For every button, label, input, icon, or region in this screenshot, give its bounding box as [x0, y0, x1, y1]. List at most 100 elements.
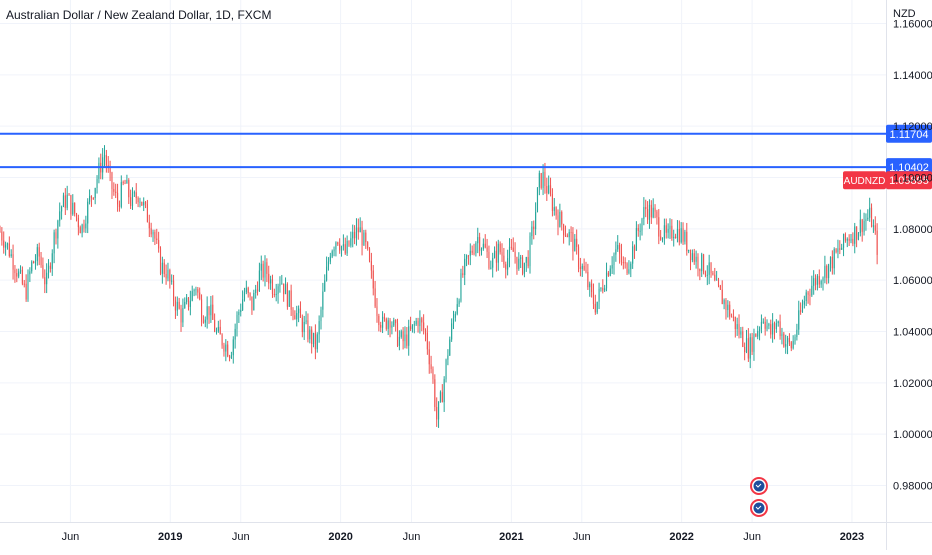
candle-body	[482, 243, 484, 249]
candle-body	[16, 273, 18, 277]
candle-body	[337, 242, 339, 245]
candle-body	[228, 356, 231, 358]
candle-body	[581, 265, 583, 269]
candle-body	[92, 197, 94, 199]
candle-body	[266, 262, 268, 274]
currency-label: NZD	[893, 8, 916, 20]
candle-body	[563, 224, 565, 236]
candle-body	[609, 268, 611, 276]
candle-body	[410, 326, 412, 330]
candle-body	[523, 262, 525, 274]
current-price-label: 1.09895	[889, 175, 929, 187]
candle-body	[126, 180, 128, 184]
candle-body	[495, 250, 497, 263]
candle-body	[493, 250, 496, 258]
candle-body	[370, 261, 372, 271]
candle-body	[382, 316, 384, 328]
candle-body	[490, 267, 492, 269]
candle-body	[344, 244, 346, 254]
candle-body	[396, 323, 399, 346]
candle-body	[404, 334, 406, 342]
candle-body	[600, 287, 602, 289]
candle-body	[173, 280, 175, 301]
candle-body	[803, 301, 805, 305]
candle-body	[288, 290, 290, 307]
candle-body	[801, 304, 804, 312]
chart-title: Australian Dollar / New Zealand Dollar, …	[6, 8, 272, 22]
candle-body	[320, 309, 322, 322]
candle-body	[865, 219, 867, 221]
candle-body	[680, 228, 682, 243]
candle-body	[118, 204, 120, 207]
y-axis-tick-label: 1.08000	[893, 224, 932, 236]
candle-body	[630, 263, 632, 270]
candle-body	[635, 227, 637, 251]
y-axis-tick-label: 0.98000	[893, 481, 932, 493]
candle-body	[760, 321, 762, 330]
candle-body	[772, 323, 774, 335]
candle-body	[98, 162, 100, 179]
candle-body	[214, 319, 216, 332]
symbol-name: Australian Dollar / New Zealand Dollar	[6, 8, 209, 22]
candle-body	[861, 219, 863, 232]
candle-body	[174, 300, 176, 311]
candle-body	[8, 243, 10, 257]
candle-body	[159, 248, 162, 274]
candle-body	[777, 321, 779, 324]
candle-body	[531, 226, 533, 237]
candle-body	[852, 238, 854, 244]
candle-body	[38, 247, 40, 257]
candle-body	[835, 249, 837, 253]
candle-body	[604, 288, 606, 291]
current-symbol-label: AUDNZD	[844, 176, 886, 187]
candle-body	[542, 171, 544, 188]
candle-body	[633, 246, 636, 251]
candle-body	[426, 332, 428, 350]
candle-body	[270, 279, 272, 284]
candle-body	[648, 204, 651, 220]
candle-body	[762, 321, 764, 323]
candle-body	[813, 278, 815, 286]
candle-body	[195, 289, 197, 291]
candle-body	[372, 270, 374, 289]
candle-body	[535, 212, 537, 230]
candle-body	[128, 180, 130, 198]
candle-body	[301, 317, 303, 333]
candle-body	[389, 320, 391, 328]
candle-body	[508, 246, 511, 259]
candle-body	[61, 206, 63, 212]
candle-body	[199, 292, 201, 300]
y-axis-tick-label: 1.16000	[893, 19, 932, 31]
y-axis-tick-label: 1.14000	[893, 70, 932, 82]
candle-body	[669, 225, 671, 229]
candle-body	[14, 269, 16, 274]
candle-body	[598, 288, 600, 302]
candle-body	[357, 227, 359, 233]
candle-body	[619, 245, 621, 254]
candle-body	[238, 312, 240, 315]
exchange-label: FXCM	[237, 8, 272, 22]
flag-star-icon	[755, 483, 762, 488]
candle-body	[143, 202, 145, 206]
candle-body	[42, 265, 44, 278]
candle-body	[443, 379, 445, 403]
candle-body	[844, 233, 846, 241]
candle-body	[745, 338, 748, 353]
candle-body	[47, 265, 50, 273]
candle-body	[273, 294, 275, 296]
x-axis-tick-label: 2019	[158, 531, 182, 543]
candle-body	[553, 207, 555, 211]
candle-body	[568, 232, 570, 238]
candle-body	[303, 321, 305, 333]
candle-body	[467, 255, 469, 257]
candle-body	[225, 344, 227, 352]
candle-body	[19, 269, 22, 272]
candle-body	[438, 401, 440, 420]
candle-body	[83, 224, 85, 229]
candle-body	[499, 243, 501, 253]
candle-body	[286, 284, 288, 307]
candle-body	[837, 248, 839, 253]
candle-body	[158, 240, 160, 249]
